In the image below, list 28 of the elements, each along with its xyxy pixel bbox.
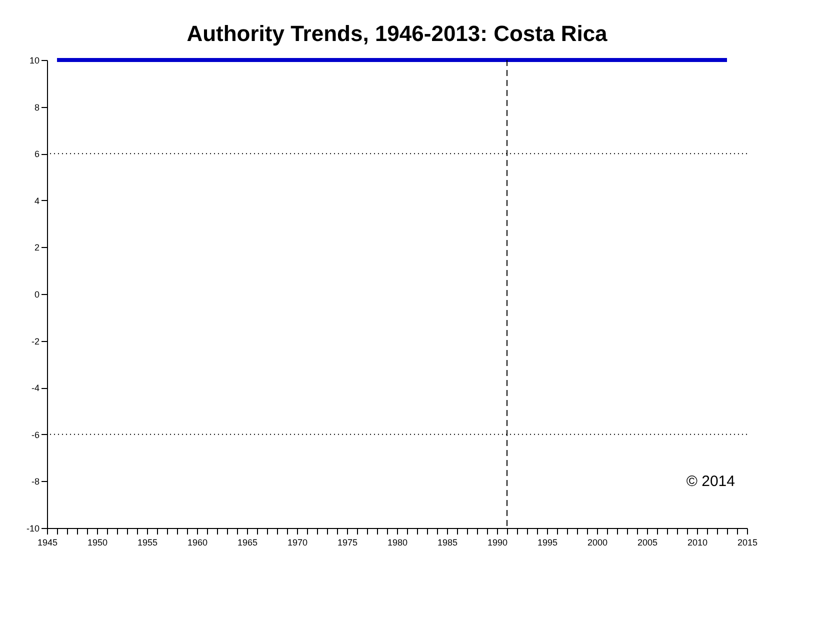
x-tick-label: 1975 (337, 538, 358, 548)
x-tick-label: 1950 (87, 538, 108, 548)
x-tick-label: 1995 (537, 538, 558, 548)
x-tick-label: 1990 (487, 538, 508, 548)
x-tick-label: 1970 (287, 538, 308, 548)
y-tick-label: 2 (34, 242, 40, 253)
x-tick-label: 2015 (737, 538, 758, 548)
chart-title: Authority Trends, 1946-2013: Costa Rica (186, 21, 608, 46)
y-tick-label: -10 (26, 524, 40, 534)
y-tick-label: 10 (29, 56, 40, 66)
y-tick-label: -8 (31, 476, 40, 487)
x-tick-label: 2010 (687, 538, 708, 548)
y-tick-label: -4 (31, 383, 40, 394)
y-tick-label: 6 (34, 149, 40, 160)
x-tick-label: 1945 (37, 538, 58, 548)
y-tick-label: 4 (34, 196, 40, 206)
x-tick-label: 1965 (237, 538, 258, 548)
x-tick-label: 1980 (387, 538, 408, 548)
annotation: © 2014 (686, 473, 735, 490)
x-tick-label: 2000 (587, 538, 608, 548)
y-tick-label: 8 (34, 102, 40, 112)
x-tick-label: 2005 (637, 538, 658, 548)
x-tick-label: 1985 (437, 538, 458, 548)
y-tick-label: -2 (31, 336, 40, 346)
y-tick-label: 0 (34, 290, 40, 300)
y-tick-label: -6 (31, 430, 40, 440)
x-tick-label: 1960 (187, 538, 208, 548)
x-tick-label: 1955 (137, 538, 158, 548)
